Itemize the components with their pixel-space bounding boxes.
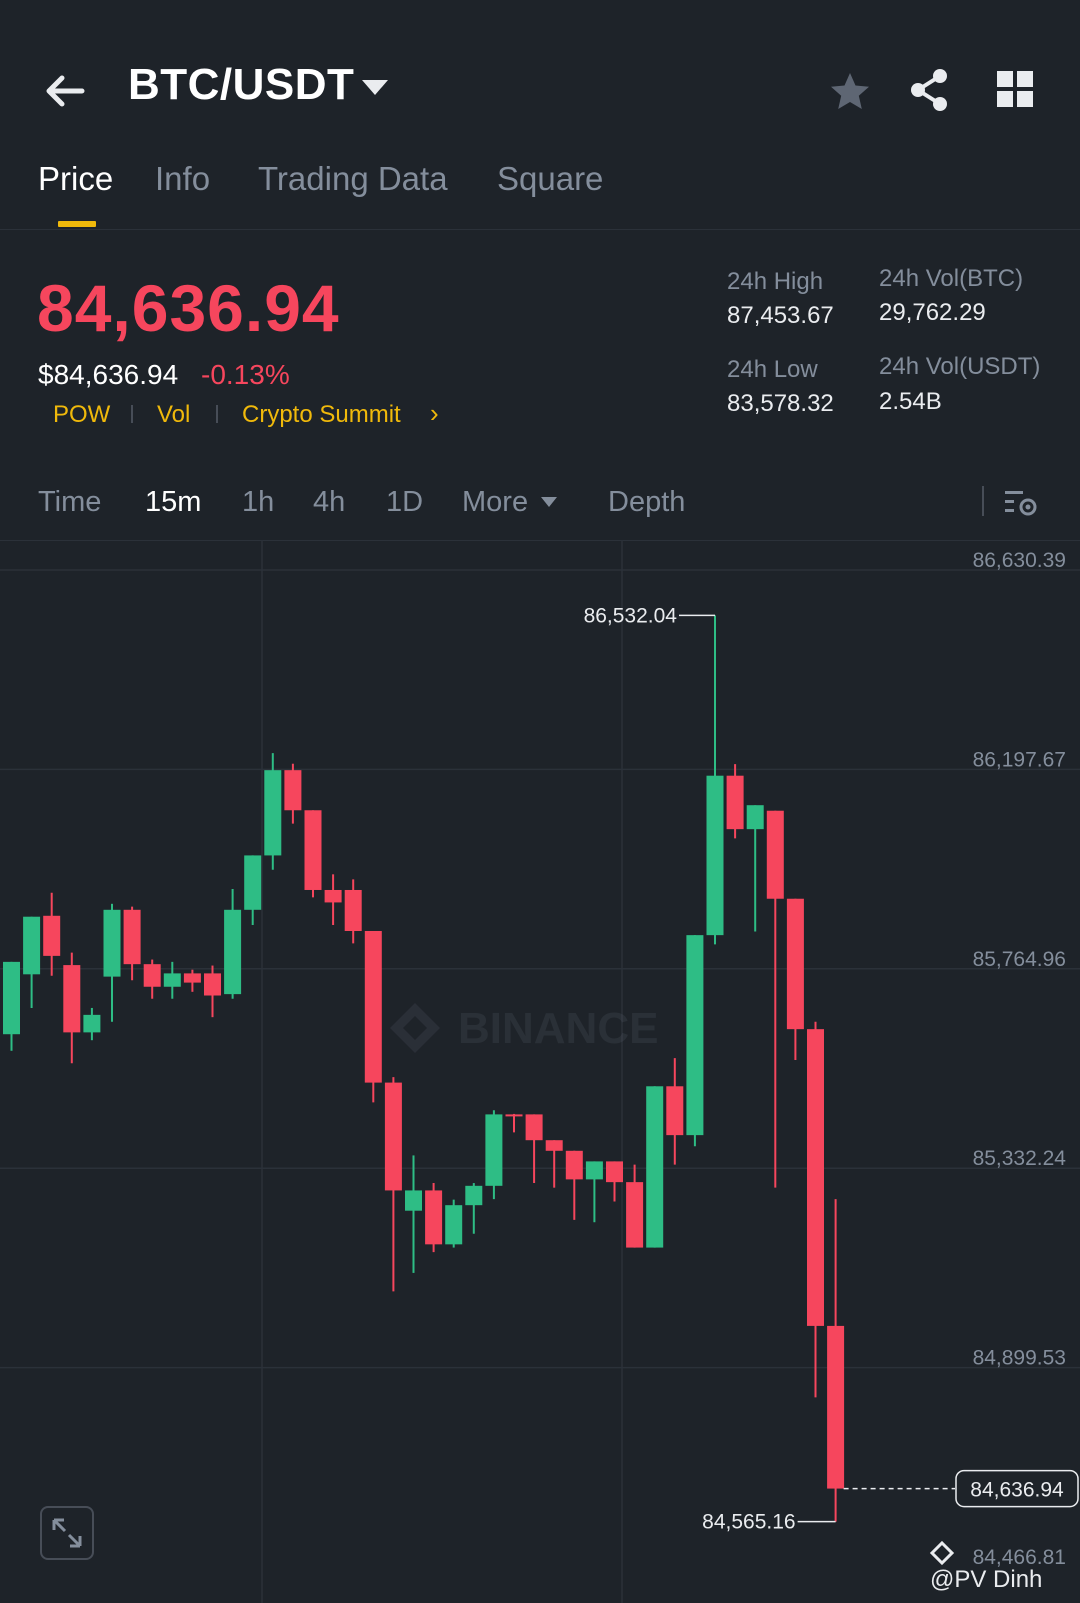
star-icon[interactable] [826, 68, 874, 116]
candlestick-chart[interactable]: 86,630.39 86,197.67 85,764.96 85,332.24 84,8… [0, 540, 1080, 1603]
candle-body [344, 889, 362, 931]
candle-body [525, 1114, 543, 1141]
tag-pow[interactable]: POW [53, 401, 111, 428]
tag-separator [131, 405, 133, 423]
interval-more[interactable]: More [462, 486, 529, 518]
interval-depth[interactable]: Depth [608, 486, 686, 518]
expand-icon[interactable] [40, 1506, 94, 1560]
tag-vol[interactable]: Vol [157, 401, 191, 428]
tab-price[interactable]: Price [38, 160, 114, 197]
chart-top-divider [0, 540, 1080, 541]
candle-body [143, 964, 161, 987]
candle-body [384, 1082, 402, 1191]
active-tab-indicator [58, 221, 96, 227]
low-label: 24h Low [727, 356, 818, 383]
candle-body [827, 1325, 845, 1489]
back-arrow-icon[interactable] [40, 66, 90, 116]
last-price-label: 84,636.94 [970, 1479, 1064, 1502]
candle-body [304, 810, 322, 890]
candle-body [324, 889, 342, 903]
binance-watermark: BINANCE [458, 1004, 658, 1053]
candle-body [425, 1190, 443, 1245]
y-tick-label: 86,630.39 [973, 549, 1066, 572]
candle-body [63, 965, 81, 1033]
candle-body [23, 916, 41, 975]
candle-body [103, 909, 121, 977]
y-tick-label: 86,197.67 [973, 748, 1066, 771]
candle-body [485, 1114, 503, 1186]
candle-body [545, 1140, 563, 1151]
toolbar-separator [982, 486, 984, 516]
usd-price: $84,636.94 [38, 359, 179, 390]
pair-title[interactable]: BTC/USDT [128, 60, 355, 109]
candle-body [726, 775, 744, 830]
tab-info[interactable]: Info [155, 160, 211, 197]
candle-body [666, 1086, 684, 1136]
candle-body [284, 770, 302, 811]
candle-body [706, 775, 724, 936]
more-caret-icon[interactable] [541, 497, 557, 507]
candle-body [807, 1029, 824, 1326]
tabs-divider [0, 229, 1080, 230]
credit-watermark: @PV Dinh [930, 1566, 1043, 1593]
vol-usdt-label: 24h Vol(USDT) [879, 353, 1041, 380]
candle-body [83, 1014, 101, 1033]
vol-btc-value: 29,762.29 [879, 299, 986, 326]
tag-crypto-summit[interactable]: Crypto Summit [242, 401, 401, 428]
share-icon[interactable] [906, 66, 954, 114]
tab-square[interactable]: Square [497, 160, 604, 197]
candle-body [445, 1205, 463, 1245]
interval-4h[interactable]: 4h [313, 486, 346, 518]
high-marker-label: 86,532.04 [584, 604, 678, 627]
grid-icon[interactable] [996, 70, 1036, 110]
candle-body [405, 1190, 422, 1211]
vol-btc-label: 24h Vol(BTC) [879, 265, 1024, 292]
high-value: 87,453.67 [727, 302, 834, 329]
y-tick-label: 84,899.53 [973, 1347, 1066, 1370]
candle-body [224, 909, 242, 995]
chevron-right-icon[interactable]: › [430, 398, 439, 428]
binance-logo-icon [390, 1003, 440, 1053]
candle-body [606, 1161, 623, 1183]
chart-settings-icon[interactable] [1004, 486, 1038, 520]
interval-1d[interactable]: 1D [386, 486, 424, 518]
high-label: 24h High [727, 268, 824, 295]
low-value: 83,578.32 [727, 390, 834, 417]
candle-body [585, 1161, 603, 1180]
candle-body [264, 770, 282, 856]
candle-body [786, 898, 804, 1030]
y-tick-label: 84,466.81 [973, 1546, 1066, 1569]
candle-body [505, 1114, 523, 1117]
candle-body [565, 1150, 583, 1180]
price-change-percent: -0.13% [201, 359, 290, 390]
candle-body [766, 810, 784, 899]
y-tick-label: 85,332.24 [973, 1147, 1067, 1170]
candle-body [746, 805, 764, 830]
candle-body [183, 973, 201, 983]
candle-body [43, 915, 61, 956]
candle-body [465, 1185, 483, 1206]
binance-mark-icon [929, 1540, 955, 1566]
candle-body [244, 855, 262, 910]
candle-body [364, 930, 382, 1083]
last-price: 84,636.94 [37, 271, 340, 345]
vol-usdt-value: 2.54B [879, 388, 942, 415]
low-marker-label: 84,565.16 [702, 1511, 795, 1534]
interval-1h[interactable]: 1h [242, 486, 275, 518]
candle-body [626, 1182, 644, 1248]
last-price-box [955, 1469, 1079, 1508]
candle-body [686, 935, 704, 1136]
caret-down-icon[interactable] [362, 80, 388, 95]
candle-body [646, 1086, 664, 1248]
tab-trading-data[interactable]: Trading Data [258, 160, 448, 197]
y-tick-label: 85,764.96 [973, 948, 1066, 971]
tag-separator [216, 405, 218, 423]
candle-body [163, 973, 181, 987]
interval-15m[interactable]: 15m [145, 486, 202, 518]
candle-body [204, 973, 221, 996]
candle-body [123, 909, 141, 965]
interval-time[interactable]: Time [38, 486, 102, 518]
candle-body [3, 961, 20, 1035]
